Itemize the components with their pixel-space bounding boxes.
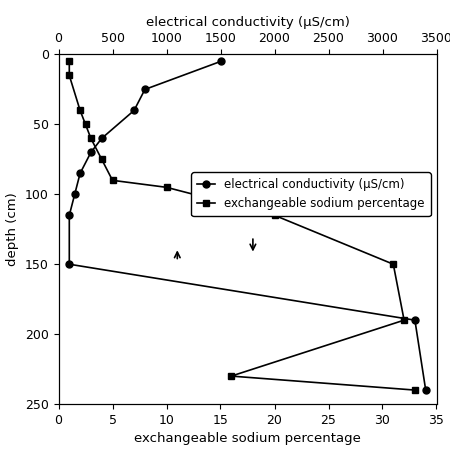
- Y-axis label: depth (cm): depth (cm): [6, 192, 19, 266]
- Legend: electrical conductivity (μS/cm), exchangeable sodium percentage: electrical conductivity (μS/cm), exchang…: [191, 172, 431, 216]
- X-axis label: electrical conductivity (μS/cm): electrical conductivity (μS/cm): [145, 16, 350, 29]
- X-axis label: exchangeable sodium percentage: exchangeable sodium percentage: [134, 432, 361, 445]
